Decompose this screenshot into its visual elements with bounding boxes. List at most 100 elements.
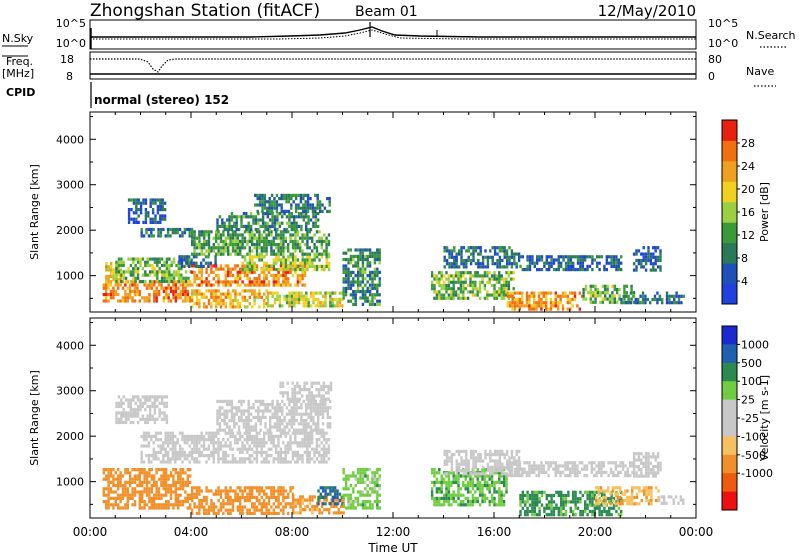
data-cell bbox=[442, 296, 446, 300]
data-cell bbox=[265, 261, 268, 265]
data-cell bbox=[144, 260, 147, 264]
data-cell bbox=[445, 484, 448, 488]
data-cell bbox=[157, 289, 161, 293]
data-cell bbox=[531, 258, 534, 262]
data-cell bbox=[273, 218, 277, 222]
data-cell bbox=[139, 401, 142, 405]
data-cell bbox=[457, 449, 461, 453]
data-cell bbox=[447, 293, 451, 297]
data-cell bbox=[251, 511, 254, 515]
data-cell bbox=[222, 230, 225, 234]
data-cell bbox=[179, 493, 182, 497]
data-cell bbox=[302, 297, 306, 302]
data-cell bbox=[462, 503, 465, 507]
data-cell bbox=[144, 273, 147, 277]
data-cell bbox=[300, 403, 303, 407]
y-tick-label: 3000 bbox=[56, 179, 84, 192]
data-cell bbox=[656, 255, 660, 259]
data-cell bbox=[584, 284, 588, 288]
data-cell bbox=[165, 414, 169, 418]
data-cell bbox=[229, 460, 232, 464]
data-cell bbox=[184, 279, 188, 284]
data-cell bbox=[610, 255, 613, 259]
data-cell bbox=[680, 301, 683, 305]
data-cell bbox=[252, 428, 255, 432]
data-cell bbox=[476, 480, 479, 484]
data-cell bbox=[349, 258, 353, 262]
data-cell bbox=[460, 258, 463, 263]
data-cell bbox=[478, 280, 482, 284]
data-cell bbox=[105, 293, 108, 297]
data-cell bbox=[275, 499, 278, 503]
data-cell bbox=[277, 268, 280, 272]
data-cell bbox=[264, 406, 267, 410]
data-cell bbox=[303, 441, 307, 445]
data-cell bbox=[263, 246, 266, 250]
data-cell bbox=[200, 273, 203, 278]
data-cell bbox=[175, 270, 178, 274]
data-cell bbox=[305, 419, 308, 423]
data-cell bbox=[270, 511, 273, 515]
data-cell bbox=[322, 489, 325, 493]
data-cell bbox=[165, 480, 168, 484]
data-cell bbox=[647, 258, 650, 263]
data-cell bbox=[323, 268, 326, 272]
data-cell bbox=[117, 484, 120, 488]
data-cell bbox=[301, 457, 304, 461]
data-cell bbox=[147, 234, 151, 238]
data-cell bbox=[308, 258, 312, 262]
data-cell bbox=[326, 197, 329, 201]
data-cell bbox=[205, 295, 208, 299]
data-cell bbox=[246, 305, 249, 309]
data-cell bbox=[277, 252, 280, 256]
data-cell bbox=[235, 224, 238, 228]
data-cell bbox=[107, 474, 110, 478]
colorbar-tick-label: 24 bbox=[741, 160, 755, 173]
data-cell bbox=[174, 286, 178, 290]
data-cell bbox=[476, 287, 479, 291]
data-cell bbox=[237, 215, 241, 219]
data-cell bbox=[324, 406, 327, 410]
data-cell bbox=[329, 399, 332, 403]
data-cell bbox=[286, 381, 289, 385]
data-cell bbox=[290, 425, 293, 429]
data-cell bbox=[172, 283, 175, 287]
data-cell bbox=[303, 438, 307, 442]
data-cell bbox=[573, 294, 577, 298]
data-cell bbox=[122, 420, 125, 425]
data-cell bbox=[307, 415, 310, 419]
data-cell bbox=[450, 255, 454, 259]
data-cell bbox=[230, 403, 234, 407]
data-cell bbox=[317, 212, 320, 216]
data-cell bbox=[289, 444, 292, 448]
data-cell bbox=[440, 293, 443, 297]
data-cell bbox=[157, 444, 160, 448]
data-cell bbox=[620, 255, 623, 259]
data-cell bbox=[158, 260, 161, 264]
data-cell bbox=[299, 495, 302, 499]
nsky-tick-bottom: 10^0 bbox=[56, 37, 86, 50]
data-cell bbox=[349, 474, 353, 478]
data-cell bbox=[549, 291, 553, 295]
data-cell bbox=[144, 270, 147, 274]
data-cell bbox=[361, 490, 365, 494]
data-cell bbox=[234, 434, 237, 438]
data-cell bbox=[141, 490, 144, 494]
data-cell bbox=[319, 428, 322, 432]
data-cell bbox=[164, 434, 167, 438]
data-cell bbox=[303, 261, 307, 265]
data-cell bbox=[229, 243, 232, 247]
data-cell bbox=[102, 299, 105, 303]
data-cell bbox=[317, 224, 320, 228]
data-cell bbox=[279, 391, 282, 395]
data-cell bbox=[502, 283, 506, 288]
data-cell bbox=[151, 417, 154, 421]
data-cell bbox=[260, 258, 264, 262]
data-cell bbox=[241, 233, 244, 237]
data-cell bbox=[144, 208, 148, 212]
data-cell bbox=[159, 450, 163, 454]
data-cell bbox=[564, 264, 568, 268]
data-cell bbox=[266, 301, 270, 305]
data-cell bbox=[459, 503, 463, 507]
data-cell bbox=[146, 420, 149, 425]
